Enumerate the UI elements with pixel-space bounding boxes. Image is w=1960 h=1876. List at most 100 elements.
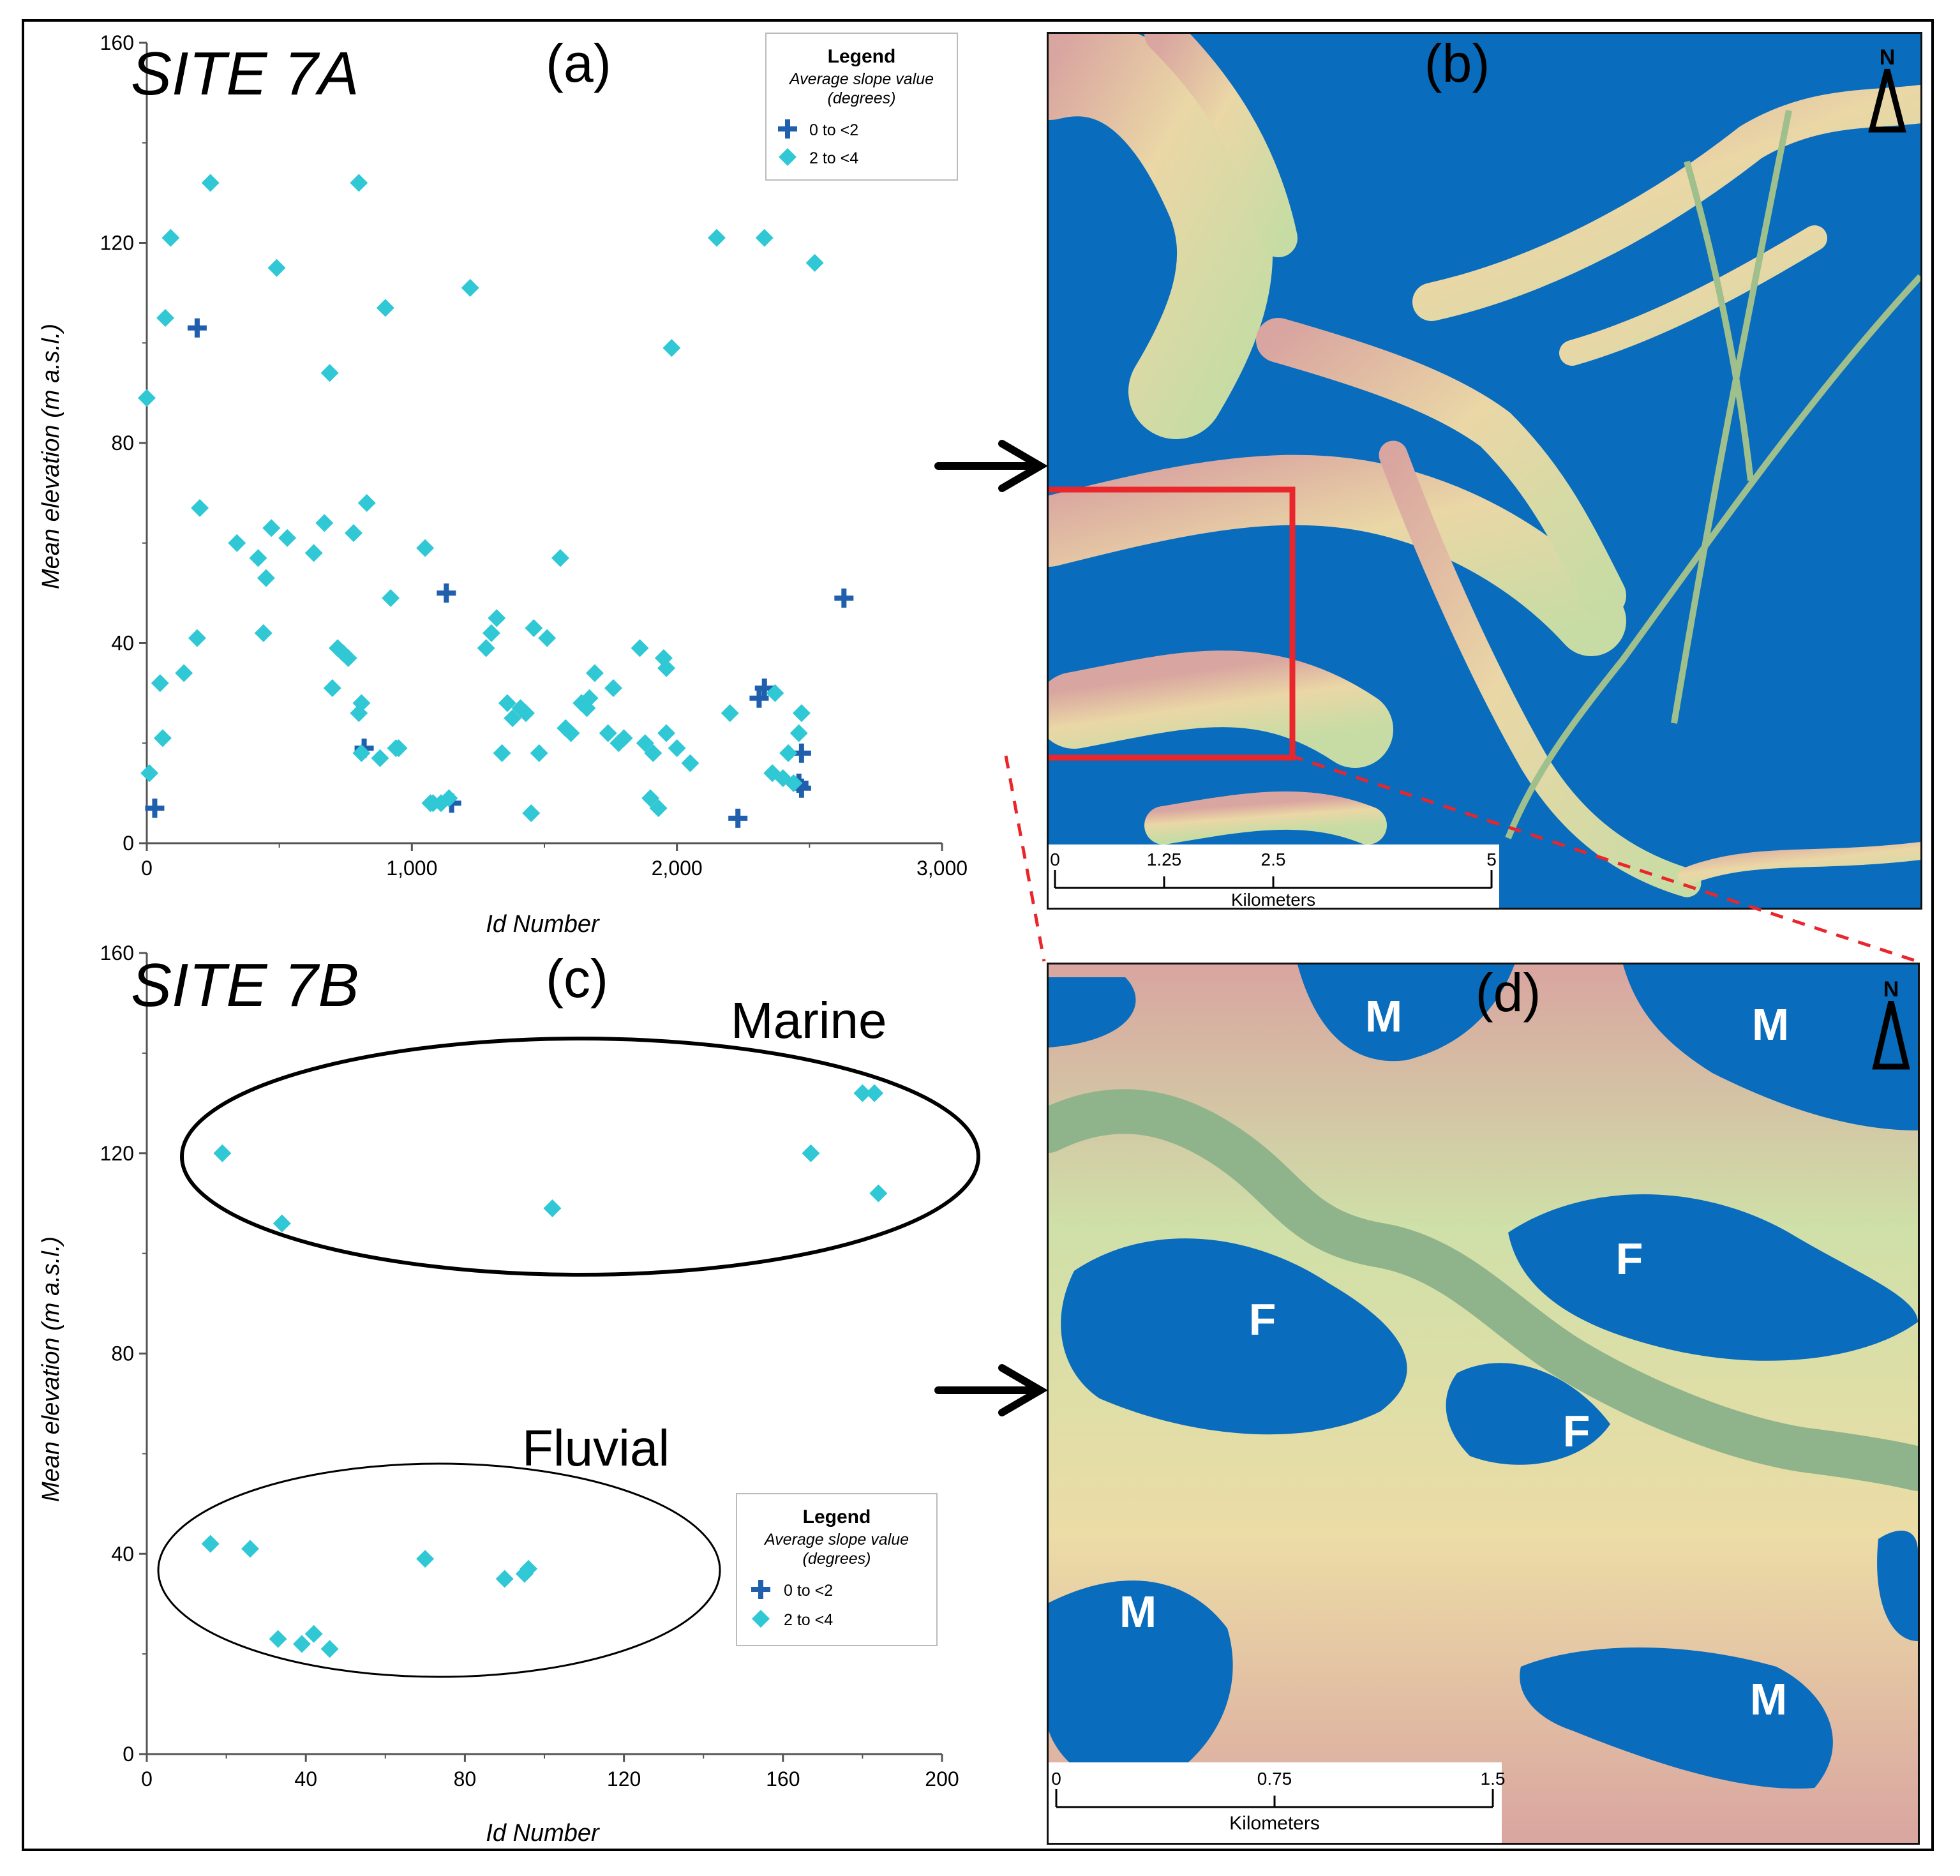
- point-slope-2-4-c: [213, 1144, 232, 1162]
- point-slope-2-4-a: [805, 253, 824, 272]
- point-slope-2-4-a: [376, 299, 394, 317]
- legend-plus-shape: [751, 1580, 770, 1599]
- point-slope-2-4-c: [269, 1630, 287, 1648]
- point-slope-2-4-a: [140, 764, 159, 783]
- x-axis-title-a: Id Number: [486, 911, 600, 938]
- region-marine-1-d: M: [1365, 991, 1402, 1041]
- point-slope-2-4-c: [416, 1550, 435, 1568]
- scale-tick-1-d: 0.75: [1257, 1769, 1292, 1789]
- point-slope-2-4-c: [543, 1199, 562, 1218]
- legend-a: Legend Average slope value (degrees) 0 t…: [765, 33, 958, 181]
- x-axis-title-c: Id Number: [486, 1820, 600, 1847]
- point-slope-2-4-a: [201, 174, 220, 192]
- point-slope-2-4-a: [228, 534, 246, 552]
- point-slope-2-4-c: [273, 1214, 291, 1233]
- panel-label-b: (b): [1425, 34, 1490, 93]
- point-slope-2-4-c: [853, 1084, 872, 1102]
- chart-c: 0 40 80 120 160 0 40 80 120 160 200 SITE 7B (c) Ma…: [38, 942, 980, 1847]
- point-slope-2-4-a: [304, 544, 323, 562]
- point-slope-0-2-a: [749, 688, 769, 708]
- point-slope-2-4-a: [175, 664, 193, 682]
- point-slope-2-4-a: [681, 754, 699, 772]
- y-tick-label-c: 160: [100, 942, 134, 964]
- point-slope-2-4-a: [580, 689, 599, 707]
- point-slope-2-4-a: [668, 739, 686, 758]
- x-tick-label-c: 80: [454, 1767, 477, 1790]
- marine-group-ellipse: [180, 1037, 980, 1277]
- zoom-box-b: [1049, 486, 1296, 761]
- point-slope-2-4-a: [440, 789, 458, 807]
- legend-c: Legend Average slope value (degrees) 0 t…: [736, 1493, 938, 1646]
- point-slope-2-4-a: [315, 514, 334, 532]
- y-tick-label-c: 0: [123, 1743, 134, 1766]
- point-slope-2-4-a: [551, 549, 569, 567]
- panel-label-a: (a): [546, 33, 611, 93]
- point-slope-0-2-a: [187, 318, 207, 338]
- y-tick-label-a: 0: [123, 832, 134, 855]
- point-slope-2-4-a: [662, 339, 681, 357]
- point-slope-2-4-a: [249, 549, 267, 567]
- site-title-c: SITE 7B: [131, 951, 359, 1019]
- legend-subtitle1-c: Average slope value: [763, 1531, 909, 1549]
- scale-tick-0-b: 0: [1050, 850, 1060, 869]
- point-slope-2-4-a: [153, 729, 172, 747]
- legend-plus-marker-c: [751, 1580, 770, 1599]
- legend-item-1-c: 2 to <4: [784, 1611, 833, 1629]
- region-marine-3-d: M: [1119, 1587, 1156, 1637]
- scale-unit-d: Kilometers: [1229, 1813, 1320, 1834]
- point-slope-2-4-c: [869, 1184, 888, 1203]
- point-slope-2-4-a: [604, 679, 622, 698]
- point-slope-2-4-a: [657, 659, 676, 677]
- y-tick-label-a: 40: [111, 632, 134, 655]
- point-slope-2-4-a: [779, 744, 798, 762]
- point-slope-2-4-a: [766, 684, 784, 702]
- point-slope-2-4-a: [352, 694, 371, 712]
- terrain-ridges-b: [1049, 34, 1920, 897]
- point-slope-2-4-a: [504, 709, 522, 728]
- legend-diamond-marker-a: [779, 148, 797, 166]
- point-slope-2-4-c: [495, 1570, 514, 1588]
- region-marine-2-d: M: [1752, 1000, 1789, 1049]
- point-slope-2-4-c: [865, 1084, 884, 1102]
- point-slope-2-4-c: [320, 1640, 339, 1658]
- x-tick-label-c: 160: [766, 1767, 800, 1790]
- y-axis-title-c: Mean elevation (m a.s.l.): [38, 1236, 64, 1502]
- point-slope-2-4-a: [516, 704, 535, 723]
- panel-label-c: (c): [546, 949, 608, 1009]
- point-slope-2-4-a: [278, 529, 297, 547]
- point-slope-2-4-a: [792, 704, 811, 723]
- point-slope-0-2-a: [754, 679, 774, 698]
- point-slope-2-4-a: [323, 679, 341, 698]
- legend-subtitle2-c: (degrees): [803, 1550, 871, 1568]
- point-slope-2-4-a: [357, 494, 376, 513]
- x-tick-label-c: 40: [294, 1767, 317, 1790]
- map-b: 0 1.25 2.5 5 Kilometers (b) N: [1047, 32, 1922, 910]
- legend-diamond-shape: [779, 148, 797, 166]
- point-slope-2-4-a: [789, 724, 808, 742]
- point-slope-2-4-a: [721, 704, 739, 723]
- point-slope-2-4-a: [707, 229, 726, 247]
- region-fluvial-1-d: F: [1249, 1294, 1276, 1344]
- point-slope-2-4-c: [241, 1540, 259, 1558]
- x-tick-label-c: 0: [141, 1767, 153, 1790]
- point-slope-2-4-a: [784, 774, 803, 792]
- legend-plus-shape: [778, 119, 797, 139]
- x-tick-label-c: 200: [925, 1767, 959, 1790]
- point-slope-2-4-a: [339, 649, 357, 668]
- scalebar-d: [1055, 1789, 1494, 1808]
- x-tick-label-a: 2,000: [652, 857, 703, 880]
- point-slope-2-4-c: [802, 1144, 820, 1162]
- legend-box-a: [765, 33, 958, 181]
- region-fluvial-3-d: F: [1563, 1406, 1590, 1456]
- legend-item-0-c: 0 to <2: [784, 1582, 833, 1600]
- region-marine-4-d: M: [1750, 1674, 1787, 1724]
- legend-box-c: [736, 1493, 938, 1646]
- map-d: M M F F F M M 0 0.75 1.5 Kilometers (d) …: [1047, 963, 1920, 1845]
- marine-group-label: Marine: [731, 992, 887, 1049]
- point-slope-0-2-a: [728, 808, 748, 828]
- scale-tick-0-d: 0: [1051, 1769, 1061, 1789]
- y-tick-label-c: 120: [100, 1142, 134, 1165]
- point-slope-2-4-a: [562, 724, 580, 742]
- point-slope-2-4-a: [657, 724, 676, 742]
- point-slope-2-4-a: [151, 674, 169, 693]
